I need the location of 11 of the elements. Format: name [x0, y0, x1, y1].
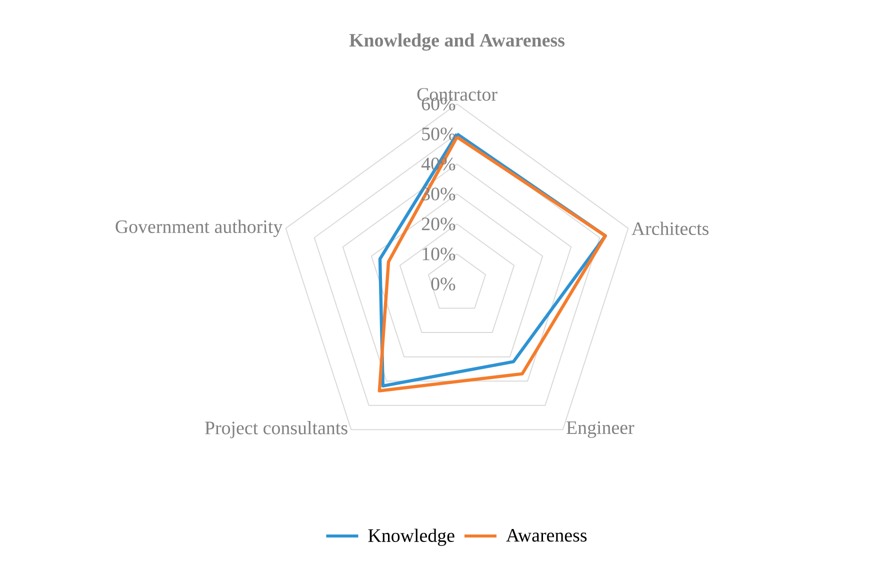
spoke-label: Architects — [632, 222, 709, 236]
legend-label: Knowledge — [368, 528, 454, 546]
spoke-label: Government authority — [116, 220, 283, 237]
y-tick-label: 10% — [422, 248, 456, 260]
y-tick-label: 50% — [422, 128, 456, 140]
y-tick-label: 20% — [422, 218, 456, 230]
y-tick-label: 0% — [431, 278, 456, 290]
chart-title: Knowledge and Awareness — [349, 33, 565, 51]
legend-label: Awareness — [506, 529, 587, 542]
spoke-label: Engineer — [566, 421, 634, 438]
spoke-label: Project consultants — [205, 421, 348, 438]
